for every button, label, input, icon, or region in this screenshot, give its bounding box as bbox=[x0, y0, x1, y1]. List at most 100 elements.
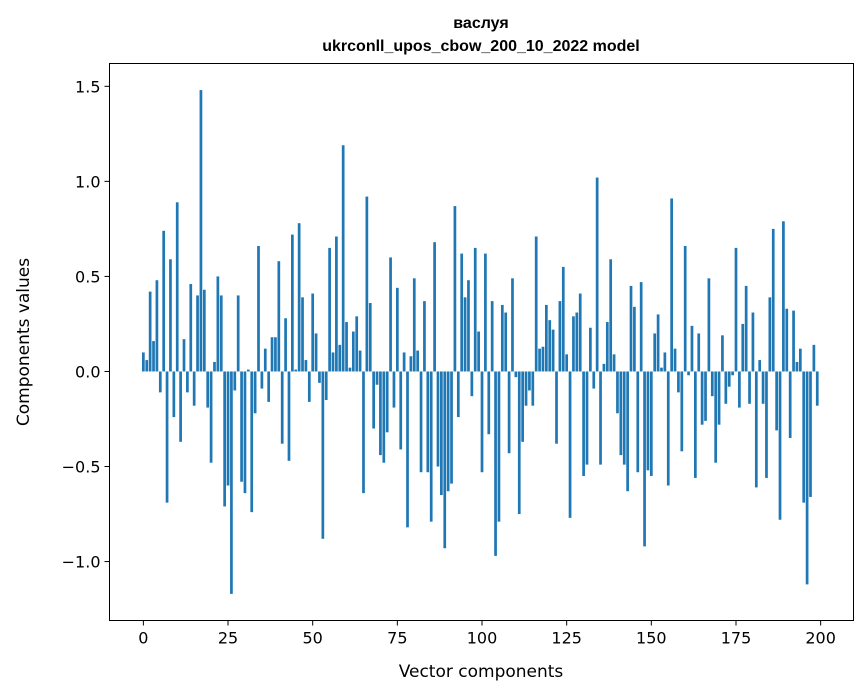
bar-30 bbox=[243, 371, 247, 494]
y-axis-ticks: −1.0 −0.5 0.0 0.5 1.0 1.5 bbox=[62, 77, 110, 572]
x-tick-label: 50 bbox=[303, 629, 323, 648]
bar-74 bbox=[392, 371, 396, 408]
bar-69 bbox=[375, 371, 379, 385]
y-tick-label: −1.0 bbox=[62, 553, 101, 572]
bar-66 bbox=[365, 196, 369, 372]
bar-129 bbox=[578, 293, 582, 372]
y-tick-label: 0.0 bbox=[75, 362, 100, 381]
chart-title: васлуя bbox=[453, 15, 508, 32]
bar-77 bbox=[402, 352, 406, 372]
bar-36 bbox=[263, 348, 267, 372]
bar-7 bbox=[165, 371, 169, 503]
bar-19 bbox=[206, 371, 210, 408]
bar-21 bbox=[213, 361, 216, 372]
bar-162 bbox=[690, 325, 694, 372]
bar-104 bbox=[494, 371, 497, 556]
bar-103 bbox=[490, 301, 494, 372]
bar-161 bbox=[687, 371, 690, 376]
bar-86 bbox=[433, 242, 436, 372]
bar-109 bbox=[511, 278, 514, 372]
bar-199 bbox=[815, 371, 819, 406]
bar-166 bbox=[704, 371, 707, 421]
bar-14 bbox=[189, 284, 193, 372]
bar-139 bbox=[612, 354, 616, 372]
bar-112 bbox=[521, 371, 524, 442]
bar-160 bbox=[683, 245, 687, 372]
bar-176 bbox=[738, 371, 741, 408]
bar-32 bbox=[250, 371, 254, 513]
bar-111 bbox=[517, 371, 521, 515]
bar-169 bbox=[714, 371, 718, 463]
bar-56 bbox=[331, 352, 335, 372]
bar-9 bbox=[172, 371, 176, 418]
bar-174 bbox=[731, 371, 734, 376]
bar-163 bbox=[693, 371, 697, 478]
bar-120 bbox=[548, 320, 552, 372]
bar-156 bbox=[670, 198, 674, 372]
bar-17 bbox=[199, 90, 203, 372]
bar-91 bbox=[450, 371, 453, 484]
bar-131 bbox=[585, 371, 589, 465]
bar-76 bbox=[399, 371, 403, 450]
bar-23 bbox=[219, 295, 223, 372]
bar-64 bbox=[358, 350, 362, 372]
bar-2 bbox=[148, 291, 152, 372]
bar-71 bbox=[382, 371, 386, 463]
bar-196 bbox=[805, 371, 809, 585]
bar-170 bbox=[717, 371, 721, 425]
y-tick-label: −0.5 bbox=[62, 458, 101, 477]
bar-22 bbox=[216, 276, 220, 372]
bar-48 bbox=[304, 360, 308, 372]
bar-68 bbox=[372, 371, 375, 429]
bar-187 bbox=[775, 371, 778, 431]
bar-171 bbox=[721, 335, 724, 372]
bar-159 bbox=[680, 371, 684, 452]
bar-133 bbox=[592, 371, 596, 389]
bar-153 bbox=[660, 367, 663, 372]
bar-38 bbox=[270, 337, 274, 372]
bar-89 bbox=[443, 371, 447, 549]
bar-0 bbox=[142, 352, 145, 372]
bar-6 bbox=[162, 230, 166, 372]
bar-105 bbox=[497, 371, 501, 522]
bar-8 bbox=[169, 259, 172, 372]
bar-149 bbox=[646, 371, 650, 471]
bar-192 bbox=[792, 310, 795, 372]
bar-107 bbox=[504, 312, 508, 372]
bar-3 bbox=[152, 341, 155, 372]
bar-113 bbox=[524, 371, 528, 406]
x-axis-label: Vector components bbox=[399, 662, 564, 682]
bar-73 bbox=[389, 257, 392, 372]
bar-63 bbox=[355, 316, 359, 372]
bar-24 bbox=[223, 371, 226, 507]
bar-28 bbox=[236, 295, 240, 372]
bar-157 bbox=[673, 348, 677, 372]
bar-194 bbox=[798, 348, 802, 372]
bar-177 bbox=[741, 323, 745, 372]
bar-72 bbox=[385, 371, 389, 433]
bar-193 bbox=[795, 361, 799, 372]
bar-145 bbox=[633, 306, 636, 372]
bar-179 bbox=[748, 371, 751, 404]
bar-35 bbox=[260, 371, 264, 389]
bar-127 bbox=[572, 316, 575, 372]
bar-181 bbox=[754, 371, 758, 488]
bar-154 bbox=[663, 352, 667, 372]
bar-125 bbox=[565, 354, 569, 372]
bar-67 bbox=[368, 303, 372, 372]
bar-26 bbox=[230, 371, 233, 594]
bar-18 bbox=[202, 289, 206, 372]
bar-83 bbox=[423, 301, 426, 372]
bar-188 bbox=[778, 371, 782, 520]
bar-61 bbox=[348, 367, 352, 372]
bar-138 bbox=[609, 259, 613, 372]
x-tick-label: 25 bbox=[218, 629, 238, 648]
bar-101 bbox=[484, 253, 487, 372]
bar-195 bbox=[802, 371, 806, 503]
bar-190 bbox=[785, 308, 789, 372]
bar-182 bbox=[758, 360, 762, 372]
bar-55 bbox=[328, 247, 331, 372]
bar-102 bbox=[487, 371, 491, 435]
x-tick-label: 75 bbox=[387, 629, 407, 648]
bar-41 bbox=[280, 371, 284, 444]
